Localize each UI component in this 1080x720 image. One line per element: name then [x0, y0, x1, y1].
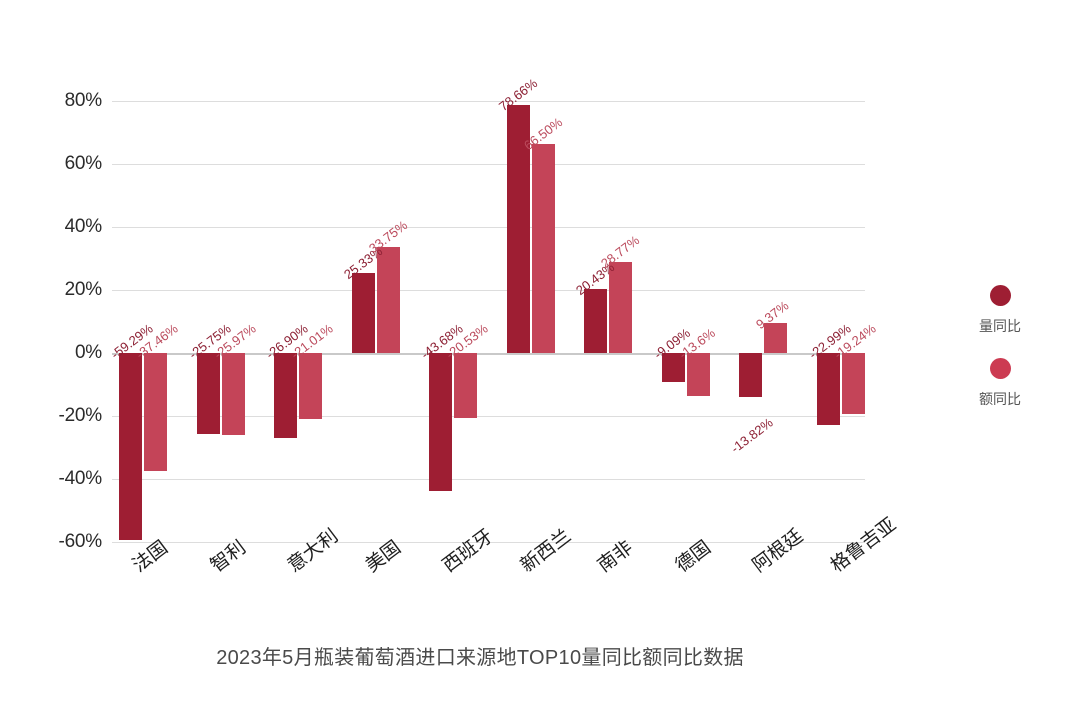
- gridline: [112, 290, 865, 291]
- legend-item-value[interactable]: 额同比: [940, 358, 1060, 409]
- plot-area: -59.29% -37.46% -25.75% -25.97% -26.90% -21.0…: [108, 76, 878, 543]
- gridline: [112, 164, 865, 165]
- bar[interactable]: [299, 353, 322, 420]
- bar[interactable]: [686, 353, 710, 396]
- legend-dot-volume-icon: [989, 285, 1011, 306]
- bar[interactable]: [584, 288, 607, 353]
- bar[interactable]: [144, 353, 167, 471]
- y-axis-tick-label: 20%: [64, 279, 103, 300]
- bar[interactable]: [816, 353, 840, 426]
- bar[interactable]: [841, 353, 865, 414]
- y-axis-tick-label: 0%: [74, 342, 102, 363]
- gridline: [112, 542, 865, 543]
- bar[interactable]: [274, 353, 297, 438]
- y-axis-tick-label: 80%: [64, 90, 103, 111]
- y-axis-tick-label: -20%: [58, 405, 102, 426]
- bar[interactable]: [221, 353, 245, 435]
- bar[interactable]: [739, 353, 762, 397]
- bar[interactable]: [506, 105, 530, 353]
- legend-dot-value-icon: [989, 358, 1011, 379]
- bar[interactable]: [196, 353, 220, 435]
- legend-item-volume[interactable]: 量同比: [940, 285, 1060, 336]
- data-label: -13.82%: [727, 414, 776, 456]
- chart-title: 2023年5月瓶装葡萄酒进口来源地TOP10量同比额同比数据: [216, 647, 744, 669]
- bar[interactable]: [764, 323, 787, 353]
- chart-legend: 量同比 额同比: [940, 285, 1060, 431]
- y-axis-tick-label: -60%: [58, 531, 102, 552]
- bar[interactable]: [531, 143, 555, 353]
- bar[interactable]: [119, 353, 142, 540]
- gridline: [112, 101, 865, 102]
- gridline: [112, 416, 865, 417]
- bar[interactable]: [609, 262, 632, 353]
- gridline: [112, 227, 865, 228]
- bar[interactable]: [454, 353, 477, 418]
- y-axis-tick-label: 60%: [64, 153, 103, 174]
- zero-line: [112, 353, 865, 355]
- y-axis-tick-label: 40%: [64, 216, 103, 237]
- gridline: [112, 479, 865, 480]
- bar[interactable]: [429, 353, 452, 491]
- bar[interactable]: [376, 246, 400, 353]
- bar[interactable]: [661, 353, 685, 382]
- y-axis-tick-label: -40%: [58, 468, 102, 489]
- legend-label-value: 额同比: [979, 391, 1021, 407]
- bar[interactable]: [351, 273, 375, 353]
- legend-label-volume: 量同比: [979, 318, 1021, 334]
